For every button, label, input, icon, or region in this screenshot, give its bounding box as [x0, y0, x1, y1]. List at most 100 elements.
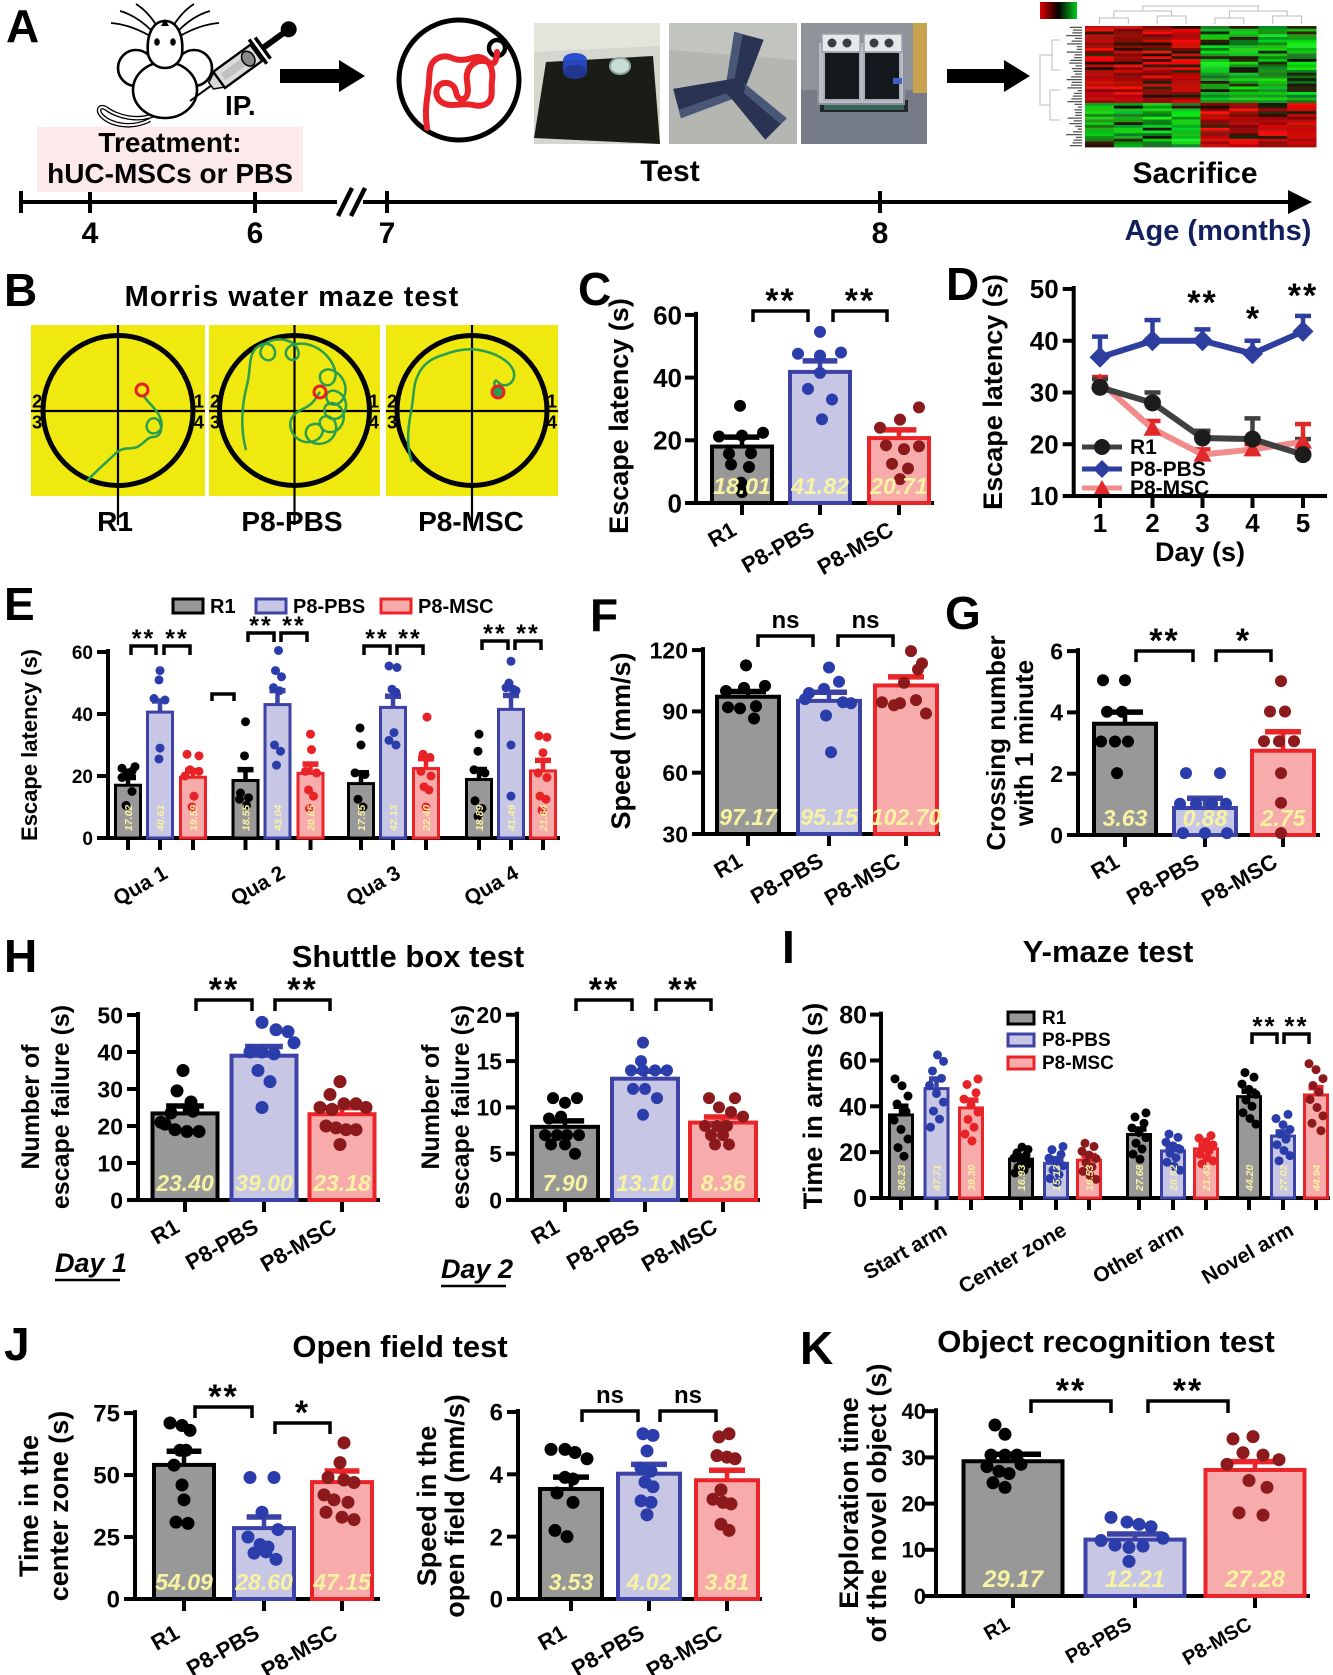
svg-text:IP.: IP. [225, 90, 256, 121]
svg-text:4: 4 [547, 412, 558, 433]
svg-text:0: 0 [1050, 822, 1063, 848]
svg-text:Shuttle box test: Shuttle box test [292, 939, 525, 974]
svg-text:2: 2 [1145, 508, 1159, 538]
svg-text:P8-PBS: P8-PBS [562, 1214, 643, 1275]
svg-text:12.21: 12.21 [1105, 1566, 1165, 1593]
svg-text:Time in arms (s): Time in arms (s) [798, 1003, 828, 1210]
svg-text:C: C [578, 263, 611, 315]
svg-text:**: ** [365, 625, 388, 653]
svg-text:44.94: 44.94 [1311, 1165, 1323, 1192]
svg-text:20: 20 [1030, 429, 1059, 459]
svg-text:40: 40 [839, 1093, 867, 1121]
svg-text:20.71: 20.71 [869, 473, 928, 499]
svg-text:P8-PBS: P8-PBS [1122, 849, 1203, 910]
svg-text:Time in the: Time in the [14, 1435, 44, 1577]
svg-text:1: 1 [1093, 508, 1107, 538]
svg-text:ns: ns [596, 1382, 624, 1409]
svg-text:P8-PBS: P8-PBS [1062, 1613, 1136, 1668]
svg-text:2: 2 [1050, 761, 1063, 787]
svg-text:**: ** [209, 971, 239, 1009]
svg-text:**: ** [165, 625, 188, 653]
svg-text:97.17: 97.17 [719, 804, 778, 830]
svg-text:20.85: 20.85 [305, 805, 317, 832]
svg-text:75: 75 [93, 1401, 120, 1428]
svg-text:4: 4 [490, 1462, 504, 1489]
svg-text:6: 6 [247, 217, 264, 250]
svg-text:P8-PBS: P8-PBS [241, 506, 342, 537]
svg-text:23.18: 23.18 [312, 1170, 371, 1196]
svg-text:**: ** [1252, 1011, 1276, 1041]
svg-text:**: ** [1288, 277, 1318, 315]
svg-text:40: 40 [1030, 326, 1059, 356]
svg-text:40: 40 [902, 1399, 926, 1424]
svg-text:Qua 1: Qua 1 [109, 861, 171, 910]
svg-text:30: 30 [1030, 378, 1059, 408]
svg-text:3: 3 [387, 412, 397, 433]
svg-text:Y-maze test: Y-maze test [1023, 934, 1194, 969]
svg-text:27.28: 27.28 [1224, 1566, 1286, 1593]
svg-text:R1: R1 [534, 1620, 571, 1656]
svg-text:**: ** [398, 625, 421, 653]
svg-text:60: 60 [72, 643, 93, 664]
svg-text:center zone (s): center zone (s) [44, 1411, 74, 1602]
svg-text:23.40: 23.40 [155, 1170, 214, 1196]
svg-text:**: ** [1056, 1372, 1086, 1410]
svg-text:90: 90 [662, 699, 688, 725]
svg-text:hUC-MSCs or PBS: hUC-MSCs or PBS [47, 158, 293, 189]
svg-text:0.88: 0.88 [1183, 805, 1228, 831]
svg-text:7.90: 7.90 [543, 1170, 588, 1196]
svg-text:G: G [945, 587, 981, 639]
svg-text:16.53: 16.53 [1084, 1165, 1096, 1191]
svg-text:**: ** [516, 620, 539, 648]
svg-text:80: 80 [839, 1002, 867, 1030]
svg-text:10: 10 [97, 1150, 123, 1176]
svg-text:P8-PBS: P8-PBS [746, 848, 827, 909]
svg-text:ns: ns [851, 607, 879, 634]
svg-text:41.49: 41.49 [506, 805, 518, 832]
svg-text:P8-PBS: P8-PBS [1130, 458, 1206, 481]
svg-text:60: 60 [839, 1047, 867, 1075]
svg-text:**: ** [1284, 1011, 1308, 1041]
svg-text:Novel arm: Novel arm [1198, 1218, 1297, 1289]
svg-text:95.15: 95.15 [800, 804, 859, 830]
svg-text:120: 120 [650, 637, 688, 663]
svg-text:P8-MSC: P8-MSC [1042, 1053, 1114, 1074]
svg-text:2: 2 [387, 391, 397, 412]
svg-text:R1: R1 [1130, 436, 1157, 459]
svg-text:3: 3 [32, 412, 42, 433]
svg-text:open field (mm/s): open field (mm/s) [440, 1394, 470, 1618]
svg-text:R1: R1 [147, 1214, 184, 1250]
svg-text:4: 4 [194, 412, 205, 433]
svg-text:5: 5 [489, 1141, 502, 1167]
svg-text:20: 20 [653, 426, 682, 456]
svg-text:3: 3 [1195, 508, 1209, 538]
svg-text:R1: R1 [980, 1613, 1013, 1645]
svg-text:44.20: 44.20 [1244, 1165, 1256, 1192]
svg-text:Crossing number: Crossing number [981, 635, 1011, 850]
svg-text:Number of: Number of [417, 1044, 445, 1170]
svg-text:Escape latency (s): Escape latency (s) [978, 274, 1008, 510]
svg-text:4: 4 [82, 217, 99, 250]
svg-text:42.13: 42.13 [388, 805, 400, 832]
svg-text:2.75: 2.75 [1260, 805, 1307, 831]
svg-text:50: 50 [93, 1463, 120, 1490]
svg-text:P8-MSC: P8-MSC [418, 596, 494, 618]
svg-text:10: 10 [476, 1095, 502, 1121]
svg-text:P8-PBS: P8-PBS [737, 517, 818, 578]
svg-text:43.04: 43.04 [272, 805, 284, 832]
svg-text:J: J [4, 1318, 30, 1370]
svg-text:17.55: 17.55 [356, 805, 368, 831]
svg-text:P8-PBS: P8-PBS [182, 1620, 263, 1675]
svg-text:R1: R1 [704, 517, 741, 553]
svg-text:3.81: 3.81 [705, 1569, 750, 1595]
svg-text:0: 0 [82, 829, 93, 850]
svg-text:Speed (mm/s): Speed (mm/s) [606, 652, 636, 829]
svg-text:39.30: 39.30 [966, 1165, 978, 1191]
svg-text:Age (months): Age (months) [1125, 215, 1312, 247]
svg-text:3.53: 3.53 [549, 1569, 594, 1595]
svg-text:30: 30 [97, 1076, 123, 1102]
svg-text:**: ** [1173, 1372, 1203, 1410]
svg-text:Qua 3: Qua 3 [342, 861, 404, 910]
svg-text:47.71: 47.71 [931, 1165, 943, 1192]
svg-text:Day 1: Day 1 [55, 1248, 127, 1278]
